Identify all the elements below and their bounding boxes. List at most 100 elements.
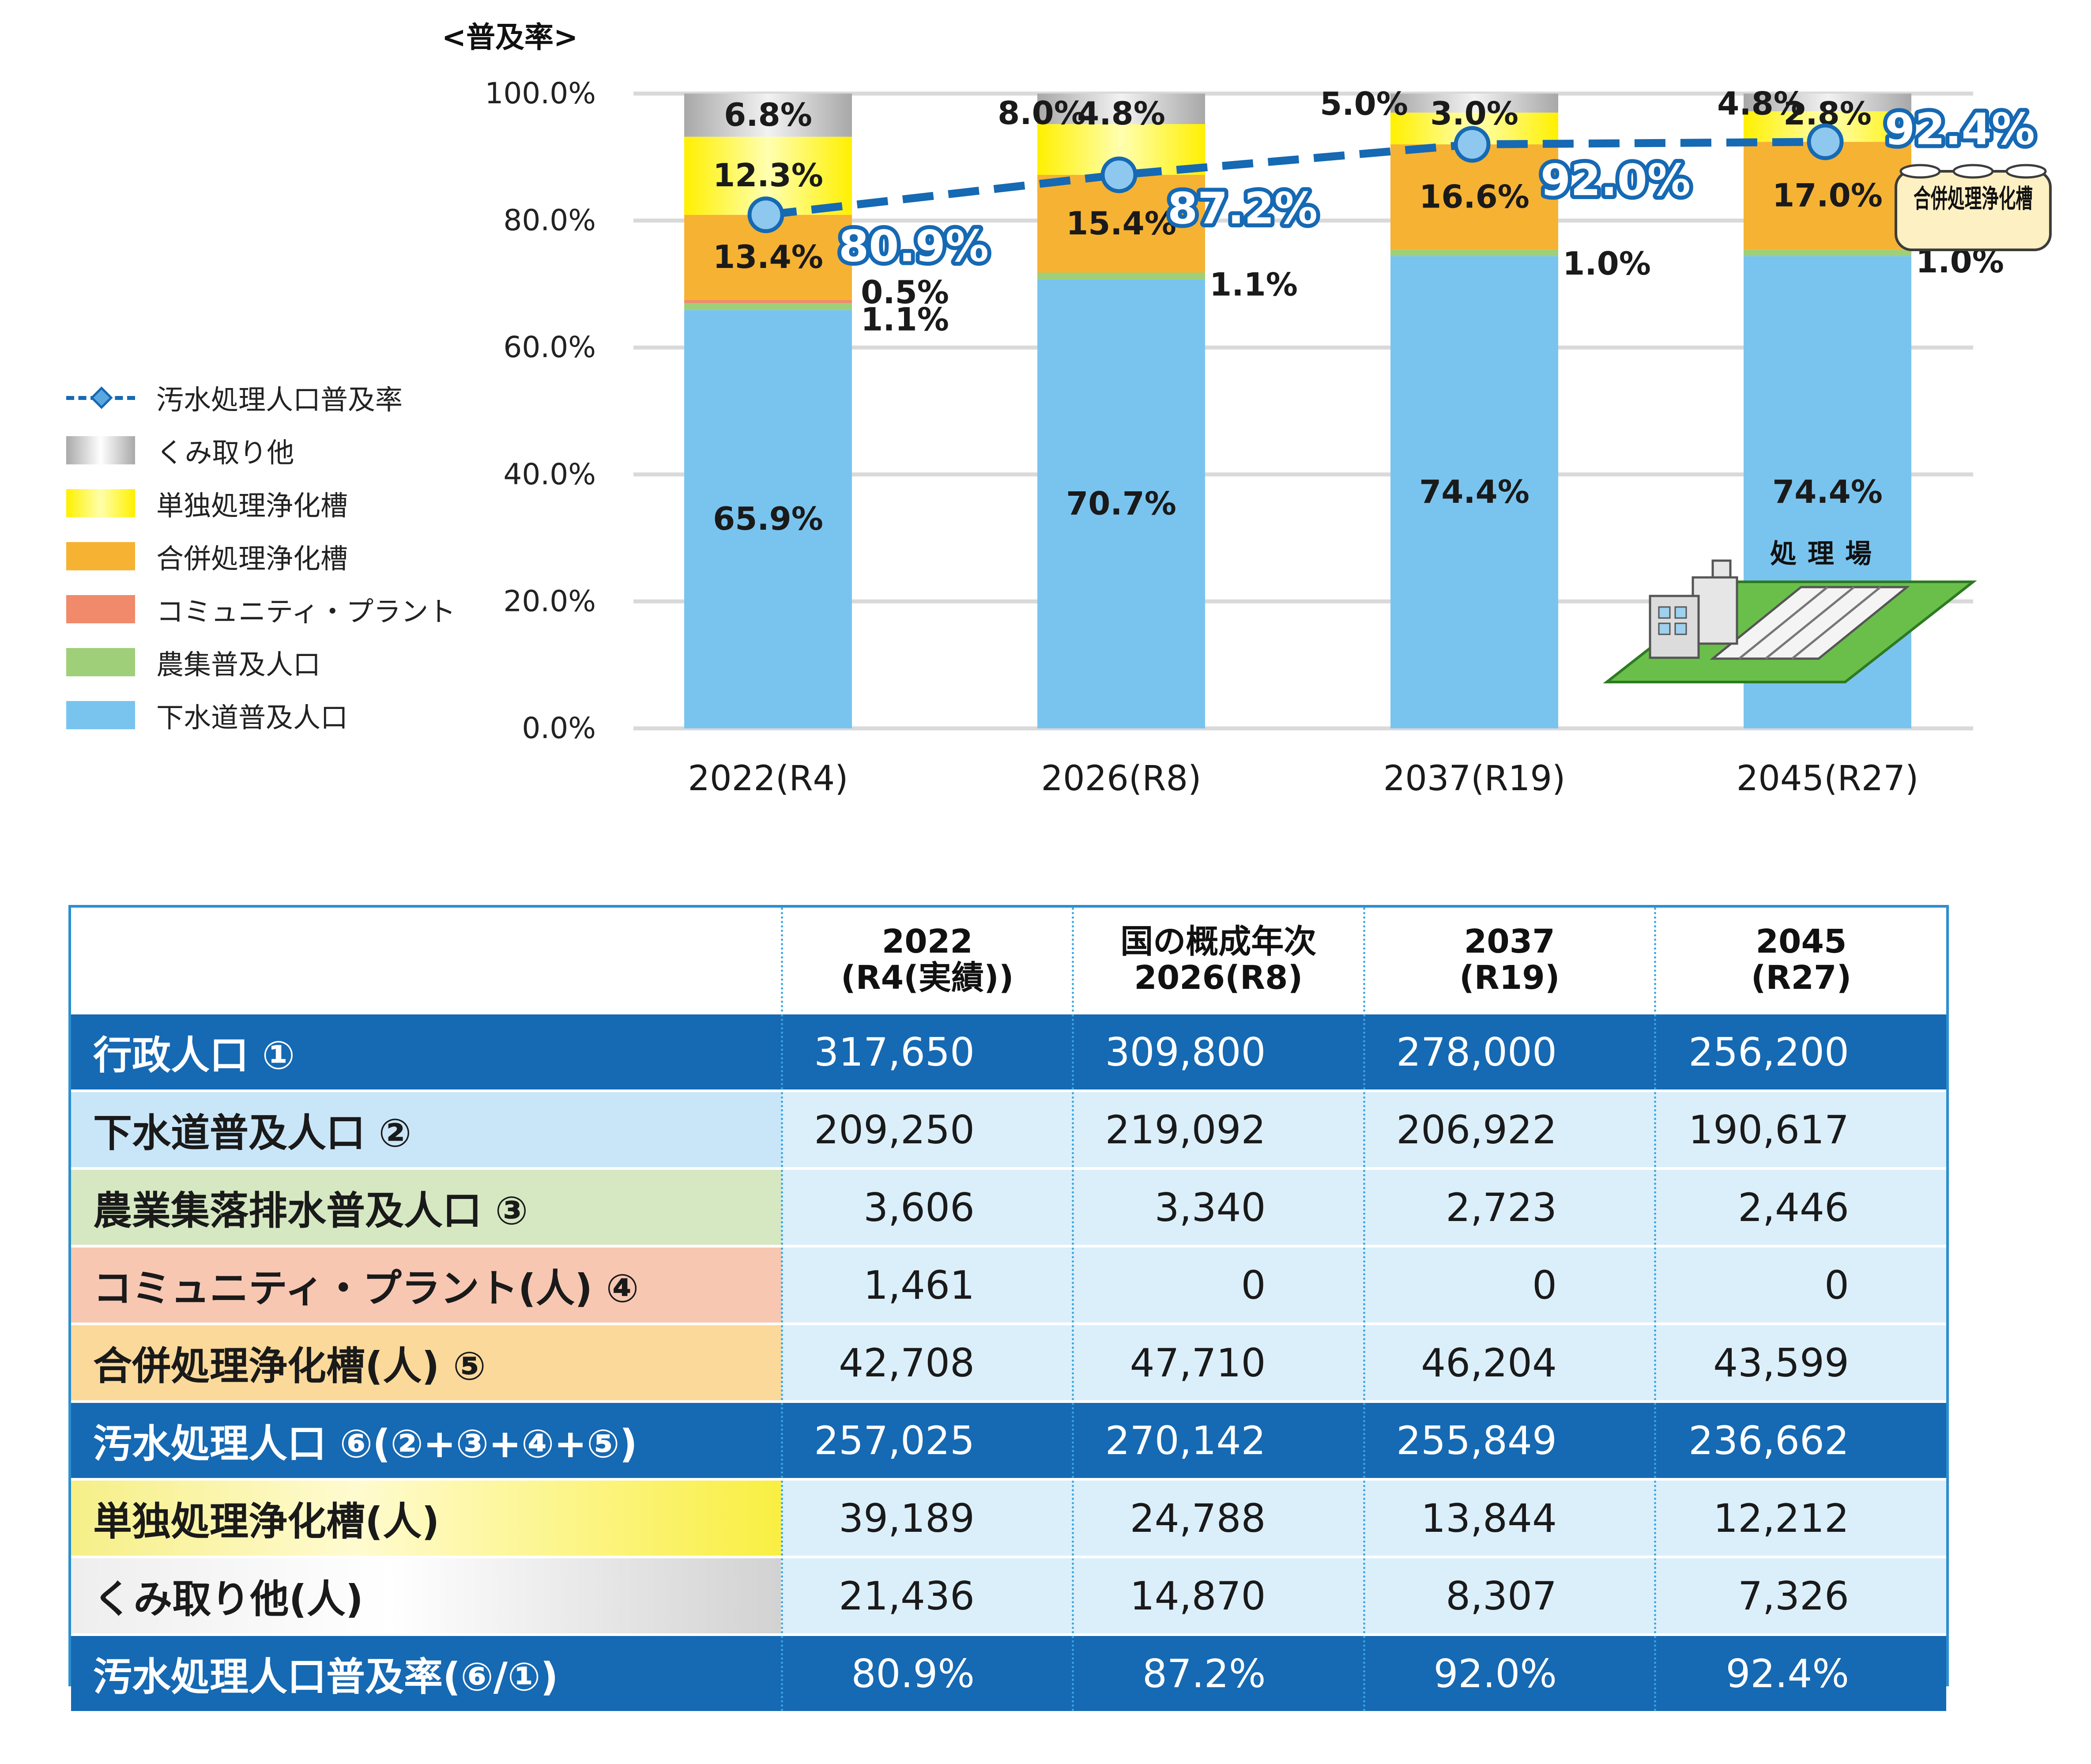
row-label: 合併処理浄化槽(人) ⑤ xyxy=(71,1323,782,1402)
x-tick-label: 2037(R19) xyxy=(1383,759,1566,799)
legend-item-tandoku: 単独処理浄化槽 xyxy=(66,486,348,522)
bar-segment xyxy=(684,94,852,137)
x-tick-labels: 2022(R4) 2026(R8) 2037(R19) 2045(R27) xyxy=(688,759,1918,799)
table-row: 農業集落排水普及人口 ③ 3,606 3,340 2,723 2,446 xyxy=(71,1167,1946,1246)
segment-label: 74.4% xyxy=(1772,473,1883,510)
table-header-row: 2022 (R4(実績)) 国の概成年次 2026(R8) 2037 (R19) 20… xyxy=(71,908,1946,1013)
table-cell: 256,200 xyxy=(1654,1012,1946,1091)
segment-label: 1.1% xyxy=(1209,266,1298,303)
coverage-rate-point xyxy=(1100,156,1138,193)
bar-segment xyxy=(684,310,852,728)
row-label: 農業集落排水普及人口 ③ xyxy=(71,1167,782,1246)
segment-labels: 65.9%1.1%0.5%13.4%12.3%6.8%70.7%1.1%15.4… xyxy=(713,85,2004,537)
bar-segment xyxy=(1037,279,1205,728)
legend-label: 汚水処理人口普及率 xyxy=(156,384,403,416)
legend-label: 農集普及人口 xyxy=(156,648,321,681)
table-header-corner xyxy=(71,908,782,1013)
table-row: 単独処理浄化槽(人) 39,189 24,788 13,844 12,212 xyxy=(71,1478,1946,1557)
table-row: くみ取り他(人) 21,436 14,870 8,307 7,326 xyxy=(71,1556,1946,1635)
legend-item-community-plant: コミュニティ・プラント xyxy=(66,592,456,628)
table-cell: 1,461 xyxy=(780,1245,1073,1324)
table-header-2045: 2045 (R27) xyxy=(1654,908,1946,1013)
chart-legend: 汚水処理人口普及率 くみ取り他 単独処理浄化槽 合併処理浄化槽 コミュニティ・プ… xyxy=(66,380,456,759)
table-row: 行政人口 ① 317,650 309,800 278,000 256,200 xyxy=(71,1012,1946,1091)
x-tick-label: 2026(R8) xyxy=(1041,759,1201,799)
row-label: 汚水処理人口普及率(⑥/①) xyxy=(71,1633,782,1711)
legend-item-noushu: 農集普及人口 xyxy=(66,645,321,681)
table-cell: 87.2% xyxy=(1072,1633,1364,1711)
segment-label: 8.0% xyxy=(998,94,1086,132)
table-cell: 39,189 xyxy=(780,1478,1073,1557)
septic-tank-icon xyxy=(1895,164,2052,251)
table-cell: 270,142 xyxy=(1072,1400,1364,1479)
legend-item-sewer: 下水道普及人口 xyxy=(66,697,348,734)
legend-item-gappei: 合併処理浄化槽 xyxy=(66,539,348,575)
table-cell: 3,606 xyxy=(780,1167,1073,1246)
segment-label: 5.0% xyxy=(1320,85,1408,122)
table-row: コミュニティ・プラント(人) ④ 1,461 0 0 0 xyxy=(71,1245,1946,1324)
table-cell: 0 xyxy=(1363,1245,1655,1324)
table-header-2026: 国の概成年次 2026(R8) xyxy=(1072,908,1364,1013)
bar-segment xyxy=(1744,94,1911,112)
table-cell: 309,800 xyxy=(1072,1012,1364,1091)
table-row: 汚水処理人口 ⑥(②+③+④+⑤) 257,025 270,142 255,849 23… xyxy=(71,1400,1946,1479)
x-tick-label: 2045(R27) xyxy=(1737,759,1919,799)
segment-label: 1.0% xyxy=(1563,245,1651,282)
table-cell: 47,710 xyxy=(1072,1323,1364,1402)
table-cell: 219,092 xyxy=(1072,1089,1364,1168)
segment-label: 15.4% xyxy=(1066,205,1176,242)
y-tick-label: 80.0% xyxy=(503,204,596,237)
table-header-line: 2022 xyxy=(882,923,973,961)
row-label: コミュニティ・プラント(人) ④ xyxy=(71,1245,782,1324)
table-cell: 24,788 xyxy=(1072,1478,1364,1557)
coverage-rate-label: 80.9% xyxy=(839,222,989,272)
table-cell: 209,250 xyxy=(780,1089,1073,1168)
table-cell: 0 xyxy=(1654,1245,1946,1324)
bar-segment xyxy=(1390,249,1558,256)
table-cell: 43,599 xyxy=(1654,1323,1946,1402)
table-header-line: (R4(実績)) xyxy=(840,959,1014,997)
table-cell: 21,436 xyxy=(780,1556,1073,1635)
table-header-line: 2037 xyxy=(1464,923,1555,961)
y-tick-label: 20.0% xyxy=(503,584,596,618)
table-cell: 257,025 xyxy=(780,1400,1073,1479)
coverage-rate-point xyxy=(1807,123,1844,160)
legend-label: コミュニティ・プラント xyxy=(156,596,456,628)
y-tick-label: 0.0% xyxy=(522,711,596,745)
segment-label: 70.7% xyxy=(1066,485,1176,522)
table-body: 行政人口 ① 317,650 309,800 278,000 256,200 下水道普及人… xyxy=(71,1012,1946,1711)
table-cell: 3,340 xyxy=(1072,1167,1364,1246)
legend-label: 単独処理浄化槽 xyxy=(156,490,348,522)
population-table: 2022 (R4(実績)) 国の概成年次 2026(R8) 2037 (R19) 20… xyxy=(68,905,1949,1711)
table-cell: 255,849 xyxy=(1363,1400,1655,1479)
segment-label: 4.8% xyxy=(1077,95,1165,132)
segment-label: 3.0% xyxy=(1430,95,1518,132)
coverage-rate-line-path xyxy=(765,138,1826,219)
segment-label: 12.3% xyxy=(713,157,823,194)
table-cell: 2,723 xyxy=(1363,1167,1655,1246)
table-cell: 46,204 xyxy=(1363,1323,1655,1402)
table-cell: 42,708 xyxy=(780,1323,1073,1402)
table-cell: 7,326 xyxy=(1654,1556,1946,1635)
y-tick-label: 40.0% xyxy=(503,457,596,491)
segment-label: 17.0% xyxy=(1772,177,1883,214)
table-header-line: 国の概成年次 xyxy=(1120,923,1317,961)
table-cell: 278,000 xyxy=(1363,1012,1655,1091)
legend-swatch xyxy=(66,648,135,676)
coverage-rate-label: 87.2% xyxy=(1168,184,1318,234)
legend-line-marker-icon xyxy=(66,383,135,411)
coverage-rate-label: 92.0% xyxy=(1541,155,1691,206)
coverage-rate-label: 92.4% xyxy=(1885,104,2035,155)
table-row: 汚水処理人口普及率(⑥/①) 80.9% 87.2% 92.0% 92.4% xyxy=(71,1633,1946,1711)
y-tick-label: 60.0% xyxy=(503,330,596,364)
treatment-plant-illustration xyxy=(1603,559,1977,683)
segment-label: 6.8% xyxy=(724,96,812,133)
row-label: 汚水処理人口 ⑥(②+③+④+⑤) xyxy=(71,1400,782,1479)
row-label: 下水道普及人口 ② xyxy=(71,1089,782,1168)
segment-label: 0.5% xyxy=(861,274,949,311)
legend-item-coverage-rate: 汚水処理人口普及率 xyxy=(66,380,403,416)
table-cell: 190,617 xyxy=(1654,1089,1946,1168)
table-header-line: 2026(R8) xyxy=(1134,959,1303,997)
table-cell: 92.0% xyxy=(1363,1633,1655,1711)
population-data-table: 2022 (R4(実績)) 国の概成年次 2026(R8) 2037 (R19) 20… xyxy=(71,908,1946,1711)
